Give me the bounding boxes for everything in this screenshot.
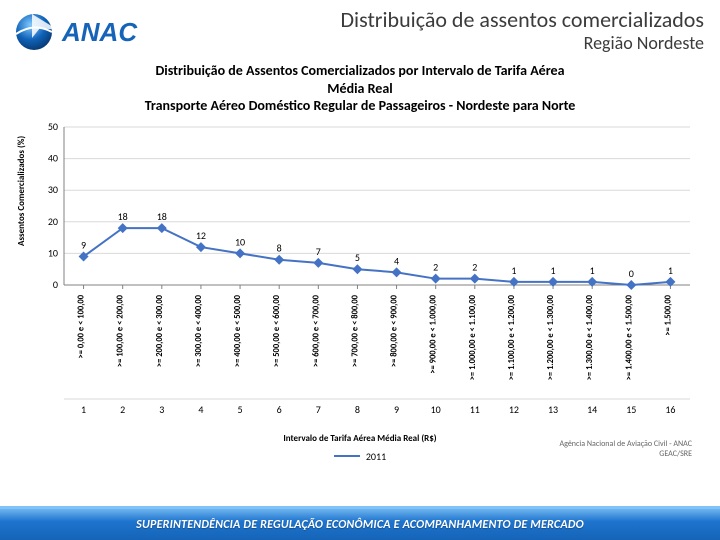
- svg-text:3: 3: [159, 403, 164, 416]
- svg-text:2: 2: [472, 260, 477, 273]
- svg-text:9: 9: [81, 238, 86, 251]
- svg-text:7: 7: [316, 403, 321, 416]
- svg-text:12: 12: [509, 403, 519, 416]
- svg-text:40: 40: [48, 151, 58, 164]
- svg-text:1: 1: [511, 263, 516, 276]
- svg-text:1: 1: [668, 263, 673, 276]
- svg-text:7: 7: [316, 244, 321, 257]
- svg-text:2: 2: [433, 260, 438, 273]
- svg-text:10: 10: [431, 403, 441, 416]
- svg-text:9: 9: [394, 403, 399, 416]
- svg-text:4: 4: [198, 403, 203, 416]
- source-line2: GEAC/SRE: [560, 450, 693, 460]
- svg-text:18: 18: [118, 210, 128, 223]
- svg-text:6: 6: [277, 403, 282, 416]
- svg-text:5: 5: [238, 403, 243, 416]
- svg-text:>= 1.400,00 e < 1.500,00: >= 1.400,00 e < 1.500,00: [624, 294, 634, 380]
- svg-text:1: 1: [590, 263, 595, 276]
- svg-text:11: 11: [470, 403, 480, 416]
- header-titles: Distribuição de assentos comercializados…: [170, 8, 710, 54]
- chart-source-note: Agência Nacional de Aviação Civil - ANAC…: [560, 440, 693, 459]
- svg-text:10: 10: [235, 235, 245, 248]
- svg-text:>= 1.000,00 e < 1.100,00: >= 1.000,00 e < 1.100,00: [468, 294, 478, 380]
- svg-text:>= 900,00 e < 1.000,00: >= 900,00 e < 1.000,00: [429, 294, 439, 373]
- y-axis-label: Assentos Comercializados (%): [16, 135, 27, 245]
- svg-text:20: 20: [48, 214, 58, 227]
- svg-text:2: 2: [120, 403, 125, 416]
- chart-title-line2: Média Real: [20, 80, 700, 98]
- svg-text:>= 1.500,00: >= 1.500,00: [663, 294, 673, 335]
- svg-text:>= 200,00 e < 300,00: >= 200,00 e < 300,00: [155, 294, 165, 367]
- chart-container: Distribuição de Assentos Comercializados…: [0, 56, 720, 463]
- svg-text:13: 13: [548, 403, 558, 416]
- svg-text:30: 30: [48, 183, 58, 196]
- svg-text:1: 1: [81, 403, 86, 416]
- svg-text:>= 0,00 e < 100,00: >= 0,00 e < 100,00: [77, 294, 87, 358]
- anac-logo: ANAC: [10, 8, 170, 56]
- chart-svg: 0102030405091818121087542211101>= 0,00 e…: [20, 121, 700, 431]
- svg-text:18: 18: [157, 210, 167, 223]
- svg-text:4: 4: [394, 254, 399, 267]
- page-title: Distribuição de assentos comercializados: [170, 8, 704, 32]
- svg-text:>= 1.300,00 e < 1.400,00: >= 1.300,00 e < 1.400,00: [585, 294, 595, 380]
- svg-text:>= 1.100,00 e < 1.200,00: >= 1.100,00 e < 1.200,00: [507, 294, 517, 380]
- chart-title: Distribuição de Assentos Comercializados…: [20, 62, 700, 115]
- legend-series-label: 2011: [366, 450, 386, 463]
- svg-text:>= 1.200,00 e < 1.300,00: >= 1.200,00 e < 1.300,00: [546, 294, 556, 380]
- footer-bar: SUPERINTENDÊNCIA DE REGULAÇÃO ECONÔMICA …: [0, 506, 720, 540]
- header-row: ANAC Distribuição de assentos comerciali…: [0, 0, 720, 56]
- chart-title-line3: Transporte Aéreo Doméstico Regular de Pa…: [20, 97, 700, 115]
- svg-text:>= 700,00 e < 800,00: >= 700,00 e < 800,00: [350, 294, 360, 367]
- svg-text:0: 0: [53, 278, 58, 291]
- svg-text:ANAC: ANAC: [61, 17, 138, 47]
- svg-text:50: 50: [48, 121, 58, 133]
- svg-text:16: 16: [665, 403, 675, 416]
- footer-text: SUPERINTENDÊNCIA DE REGULAÇÃO ECONÔMICA …: [136, 518, 584, 532]
- svg-text:>= 300,00 e < 400,00: >= 300,00 e < 400,00: [194, 294, 204, 367]
- svg-text:>= 100,00 e < 200,00: >= 100,00 e < 200,00: [116, 294, 126, 367]
- svg-text:1: 1: [551, 263, 556, 276]
- svg-text:12: 12: [196, 229, 206, 242]
- svg-text:0: 0: [629, 267, 634, 280]
- svg-text:>= 600,00 e < 700,00: >= 600,00 e < 700,00: [311, 294, 321, 367]
- page-subtitle: Região Nordeste: [170, 32, 704, 54]
- svg-text:5: 5: [355, 251, 360, 264]
- svg-text:>= 400,00 e < 500,00: >= 400,00 e < 500,00: [233, 294, 243, 367]
- svg-text:>= 800,00 e < 900,00: >= 800,00 e < 900,00: [390, 294, 400, 367]
- svg-text:14: 14: [587, 403, 597, 416]
- svg-text:8: 8: [355, 403, 360, 416]
- chart-plot-area: Assentos Comercializados (%) 01020304050…: [20, 121, 700, 431]
- svg-text:15: 15: [626, 403, 636, 416]
- svg-text:8: 8: [277, 241, 282, 254]
- legend-line-swatch: [334, 455, 360, 457]
- svg-text:>= 500,00 e < 600,00: >= 500,00 e < 600,00: [272, 294, 282, 367]
- svg-text:10: 10: [48, 246, 58, 259]
- chart-title-line1: Distribuição de Assentos Comercializados…: [155, 62, 564, 79]
